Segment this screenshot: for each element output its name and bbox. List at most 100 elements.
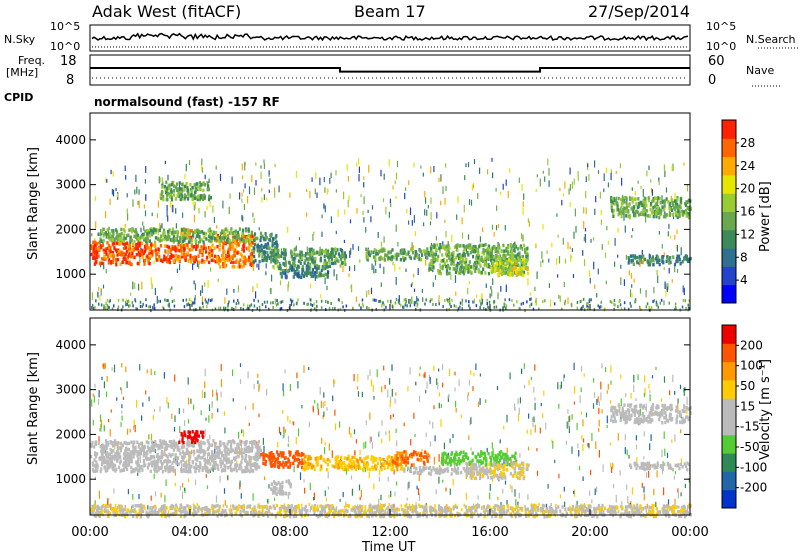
noise-cell (672, 163, 674, 172)
data-cell (627, 261, 630, 265)
ground-cell (385, 507, 388, 511)
data-cell (455, 268, 458, 272)
noise-cell (606, 425, 608, 429)
noise-cell (506, 500, 508, 506)
data-cell (522, 257, 525, 262)
ground-cell (124, 505, 127, 509)
data-cell (663, 212, 667, 217)
data-cell (365, 247, 368, 252)
data-cell (311, 258, 314, 262)
data-cell (145, 440, 148, 444)
noise-cell (260, 165, 262, 169)
data-cell (313, 273, 316, 277)
data-cell (216, 238, 219, 243)
data-cell (658, 262, 661, 267)
data-cell (96, 242, 99, 246)
noise-cell (479, 236, 481, 243)
data-cell (307, 261, 310, 265)
data-cell (149, 244, 153, 248)
noise-cell (661, 244, 663, 249)
data-cell (686, 206, 689, 210)
data-cell (131, 248, 134, 252)
ground-cell (687, 303, 689, 307)
noise-cell (204, 211, 206, 218)
data-cell (611, 197, 614, 201)
noise-cell (116, 397, 118, 401)
data-cell (484, 256, 487, 260)
data-cell (169, 193, 172, 198)
data-cell (683, 256, 686, 261)
data-cell (396, 252, 399, 256)
data-cell (641, 203, 644, 207)
ground-cell (529, 304, 531, 308)
noise-cell (389, 198, 391, 204)
data-cell (123, 440, 126, 445)
noise-cell (590, 239, 592, 243)
noise-cell (287, 415, 289, 422)
data-cell (434, 252, 438, 256)
data-cell (647, 263, 650, 267)
data-cell (141, 248, 144, 253)
data-cell (477, 252, 480, 256)
data-cell (143, 451, 146, 455)
data-cell (185, 228, 188, 232)
data-cell (525, 259, 529, 263)
data-cell (665, 259, 668, 263)
noise-cell (378, 431, 380, 437)
ground-cell (456, 511, 458, 515)
data-cell (487, 263, 490, 267)
noise-cell (311, 177, 313, 182)
data-cell (122, 242, 125, 246)
noise-cell (145, 390, 147, 395)
data-cell (290, 251, 293, 255)
data-cell (325, 265, 328, 269)
data-cell (221, 245, 225, 249)
noise-cell (440, 174, 442, 182)
ground-cell (266, 300, 269, 304)
noise-cell (342, 492, 344, 498)
nsky-panel: N.Sky 10^5 10^0 10^5 10^0 N.Search (4, 20, 798, 53)
data-cell (308, 253, 311, 257)
ground-cell (207, 301, 209, 305)
ground-cell (483, 509, 485, 513)
data-cell (653, 209, 656, 214)
data-cell (512, 256, 515, 260)
data-cell (487, 250, 490, 255)
data-cell (378, 256, 381, 261)
noise-cell (645, 216, 647, 223)
data-cell (480, 243, 483, 247)
data-cell (181, 197, 184, 201)
data-cell (439, 242, 442, 247)
data-cell (299, 255, 302, 259)
noise-cell (597, 268, 599, 275)
data-cell (195, 440, 198, 445)
data-cell (220, 464, 223, 469)
noise-cell (614, 237, 616, 246)
ground-cell (288, 306, 291, 310)
data-cell (155, 252, 159, 257)
data-cell (116, 241, 119, 245)
noise-cell (594, 284, 596, 289)
noise-cell (343, 191, 345, 200)
data-cell (187, 197, 190, 201)
data-cell (436, 243, 439, 247)
data-cell (498, 256, 501, 261)
noise-cell (126, 381, 128, 389)
noise-cell (444, 197, 446, 205)
data-cell (144, 239, 148, 243)
noise-cell (665, 290, 667, 297)
data-cell (169, 444, 172, 448)
ground-cell (588, 298, 591, 302)
noise-cell (174, 374, 176, 382)
data-cell (305, 273, 308, 278)
data-cell (466, 250, 469, 255)
data-cell (273, 254, 276, 259)
ground-cell (250, 303, 253, 307)
noise-cell (635, 398, 637, 402)
noise-cell (102, 363, 104, 368)
noise-cell (368, 290, 370, 295)
noise-cell (454, 387, 456, 392)
data-cell (441, 259, 444, 263)
data-cell (631, 200, 634, 204)
noise-cell (207, 279, 209, 288)
